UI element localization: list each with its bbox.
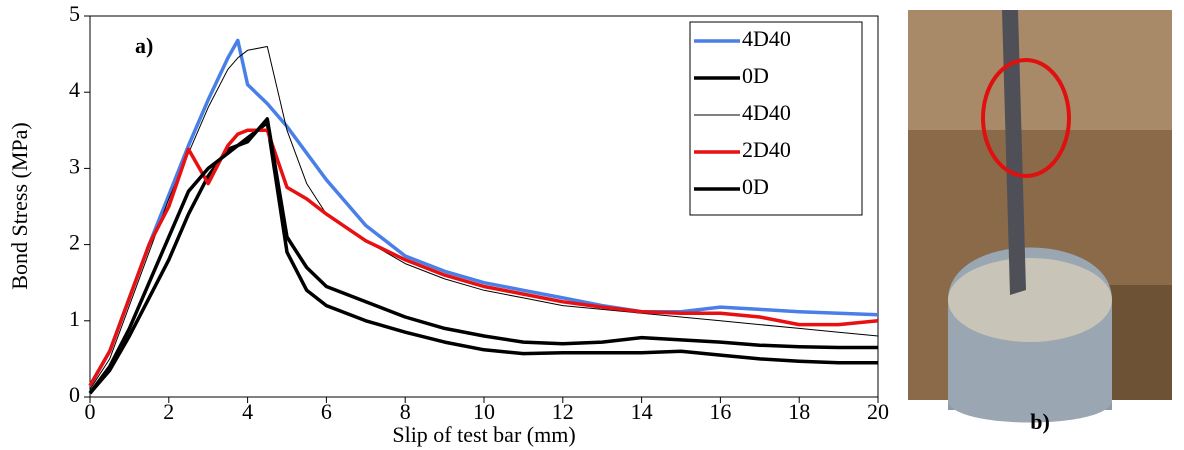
y-tick-label: 3 [69,153,80,178]
data-line [88,38,879,387]
x-tick-label: 0 [85,399,96,424]
legend-label: 4D40 [742,26,791,51]
y-tick-label: 0 [69,382,80,407]
cylinder-top [948,258,1112,342]
y-axis-label: Bond Stress (MPa) [7,122,32,289]
y-tick-label: 2 [69,230,80,255]
y-tick-label: 1 [69,306,80,331]
photo-wall [908,10,1172,130]
x-axis-label: Slip of test bar (mm) [392,422,575,447]
legend-box [689,21,863,216]
data-line [88,128,879,387]
photo-label: b) [1030,409,1050,434]
x-tick-label: 2 [163,399,174,424]
legend-label: 2D40 [742,137,791,162]
x-tick-label: 10 [473,399,495,424]
x-tick-label: 4 [242,399,253,424]
x-tick-label: 16 [709,399,731,424]
x-tick-label: 6 [321,399,332,424]
test-bar [1002,10,1026,295]
y-tick-label: 4 [69,77,80,102]
panel-label: a) [135,33,153,58]
legend-label: 4D40 [742,100,791,125]
y-tick-label: 5 [69,1,80,26]
data-line [88,117,878,395]
x-tick-label: 20 [867,399,889,424]
legend-label: 0D [742,174,769,199]
x-tick-label: 14 [631,399,653,424]
x-tick-label: 8 [400,399,411,424]
legend-label: 0D [742,63,769,88]
data-line [88,120,878,395]
x-tick-label: 18 [788,399,810,424]
highlight-ellipse [981,58,1071,178]
photo [908,10,1172,423]
x-tick-label: 12 [552,399,574,424]
